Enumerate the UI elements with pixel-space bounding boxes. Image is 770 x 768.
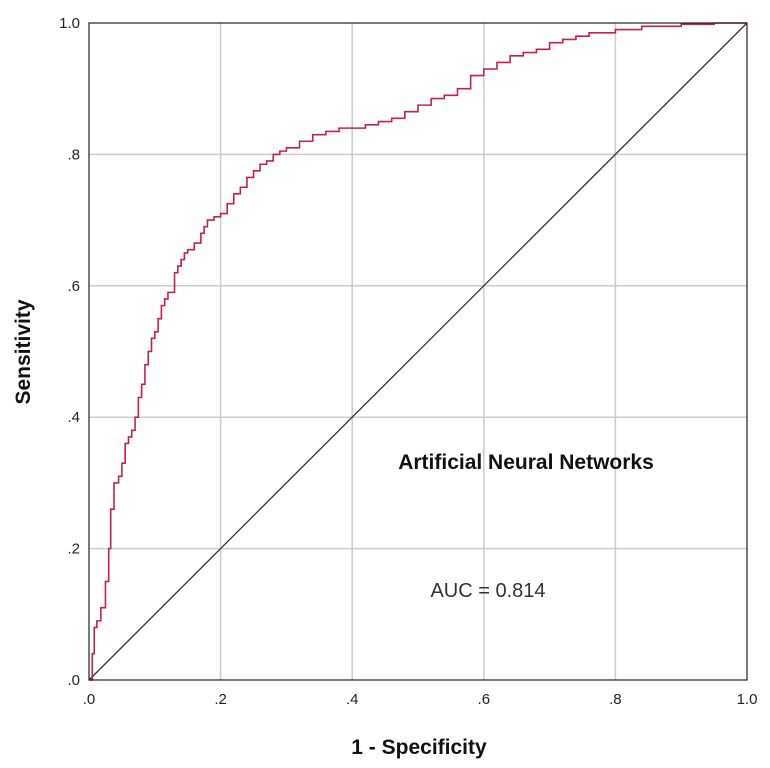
model-name-annotation: Artificial Neural Networks (398, 451, 654, 474)
x-tick-label: 1.0 (737, 691, 758, 708)
x-tick-label: .0 (83, 691, 96, 708)
y-tick-label: .4 (67, 409, 80, 426)
x-tick-label: .2 (214, 691, 227, 708)
y-axis-title: Sensitivity (12, 299, 35, 404)
roc-curve-line (89, 22, 747, 681)
x-tick-labels: .0 .2 .4 .6 .8 1.0 (83, 691, 758, 708)
x-axis-title: 1 - Specificity (351, 736, 487, 759)
grid-lines (89, 23, 747, 680)
y-tick-label: .2 (67, 541, 80, 558)
reference-diagonal-line (88, 22, 748, 681)
y-tick-label: .8 (67, 146, 80, 163)
reference-line-group (88, 22, 748, 681)
x-tick-label: .8 (609, 691, 622, 708)
y-tick-label: 1.0 (59, 15, 80, 32)
x-tick-label: .4 (346, 691, 359, 708)
y-tick-labels: .0 .2 .4 .6 .8 1.0 (59, 15, 80, 689)
plot-frame (88, 22, 748, 681)
x-tick-label: .6 (478, 691, 491, 708)
y-tick-label: .0 (67, 672, 80, 689)
roc-curve-group (89, 22, 747, 681)
y-tick-label: .6 (67, 278, 80, 295)
auc-annotation: AUC = 0.814 (430, 580, 545, 602)
